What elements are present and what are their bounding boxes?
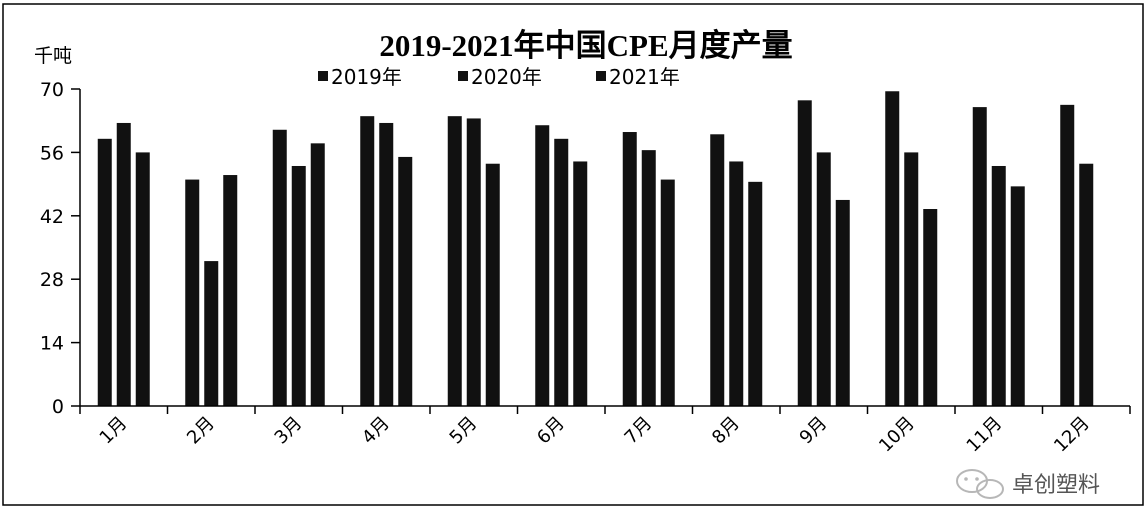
bar-series-1-cat-2: [185, 179, 200, 406]
x-tick-label: 8月: [708, 413, 744, 449]
x-tick-label: 9月: [796, 413, 832, 449]
bar-series-3-cat-2: [223, 175, 238, 406]
x-tick-label: 1月: [96, 413, 132, 449]
bar-series-2-cat-6: [554, 138, 569, 406]
bar-series-2-cat-3: [291, 165, 306, 406]
legend-swatch: [596, 71, 606, 81]
bar-series-3-cat-4: [398, 156, 413, 406]
legend-item: 2021年: [596, 65, 680, 89]
x-tick-label: 3月: [271, 413, 307, 449]
x-tick-label: 10月: [875, 413, 919, 457]
y-tick-label: 56: [40, 142, 64, 164]
bar-series-3-cat-1: [135, 152, 150, 406]
bar-series-1-cat-8: [710, 134, 725, 407]
bar-series-2-cat-12: [1079, 163, 1094, 406]
x-tick-label: 2月: [183, 413, 219, 449]
bar-series-2-cat-11: [991, 165, 1006, 406]
bars: [97, 91, 1094, 407]
x-tick-label: 12月: [1050, 413, 1094, 457]
bar-series-1-cat-12: [1060, 104, 1075, 406]
y-tick-label: 14: [40, 333, 64, 355]
bar-series-3-cat-3: [310, 143, 325, 406]
bar-series-3-cat-9: [835, 199, 850, 406]
watermark-text: 卓创塑料: [1012, 473, 1100, 498]
bar-series-1-cat-11: [972, 107, 987, 407]
y-axis: 0 14 28 42 56 70: [40, 79, 81, 418]
wechat-icon: [956, 469, 1004, 499]
bar-series-3-cat-5: [485, 163, 500, 406]
x-tick-label: 7月: [621, 413, 657, 449]
x-tick-label: 4月: [358, 413, 394, 449]
y-tick-label: 28: [40, 269, 64, 291]
y-tick-label: 42: [40, 206, 64, 228]
bar-series-2-cat-9: [816, 152, 831, 406]
legend-item: 2020年: [458, 65, 542, 89]
bar-series-2-cat-2: [204, 261, 219, 406]
bar-series-3-cat-6: [573, 161, 588, 406]
bar-series-3-cat-7: [660, 179, 675, 406]
x-tick-label: 6月: [533, 413, 569, 449]
bar-series-1-cat-6: [535, 125, 550, 406]
bar-series-3-cat-10: [923, 209, 938, 406]
bar-series-3-cat-11: [1010, 186, 1025, 406]
chart-title: 2019-2021年中国CPE月度产量: [379, 28, 792, 63]
x-axis: 1月 2月 3月 4月 5月 6月 7月 8月 9月 10月 11月 12月: [79, 405, 1131, 457]
legend-label: 2021年: [609, 65, 680, 89]
bar-series-3-cat-8: [748, 181, 763, 406]
x-tick-label: 11月: [963, 413, 1007, 457]
bar-series-2-cat-8: [729, 161, 744, 406]
bar-series-1-cat-7: [622, 132, 637, 406]
frame-border: [2, 3, 1144, 506]
bar-series-2-cat-7: [641, 150, 656, 406]
bar-series-1-cat-5: [447, 116, 462, 407]
bar-series-2-cat-10: [904, 152, 919, 406]
watermark: 卓创塑料: [956, 469, 1100, 499]
legend-item: 2019年: [318, 65, 402, 89]
y-tick-label: 70: [40, 79, 64, 101]
bar-series-2-cat-1: [116, 122, 131, 407]
legend-swatch: [318, 71, 328, 81]
bar-series-1-cat-9: [797, 100, 812, 406]
bar-series-1-cat-4: [360, 116, 375, 407]
bar-series-1-cat-10: [885, 91, 900, 406]
y-tick-label: 0: [52, 396, 64, 418]
bar-series-1-cat-1: [97, 138, 112, 406]
bar-series-2-cat-5: [466, 118, 481, 406]
bar-series-2-cat-4: [379, 122, 394, 407]
x-tick-label: 5月: [446, 413, 482, 449]
legend-label: 2019年: [331, 65, 402, 89]
y-axis-unit-label: 千吨: [34, 45, 72, 67]
legend: 2019年 2020年 2021年: [318, 65, 680, 89]
legend-label: 2020年: [471, 65, 542, 89]
legend-swatch: [458, 71, 468, 81]
bar-series-1-cat-3: [272, 129, 287, 406]
